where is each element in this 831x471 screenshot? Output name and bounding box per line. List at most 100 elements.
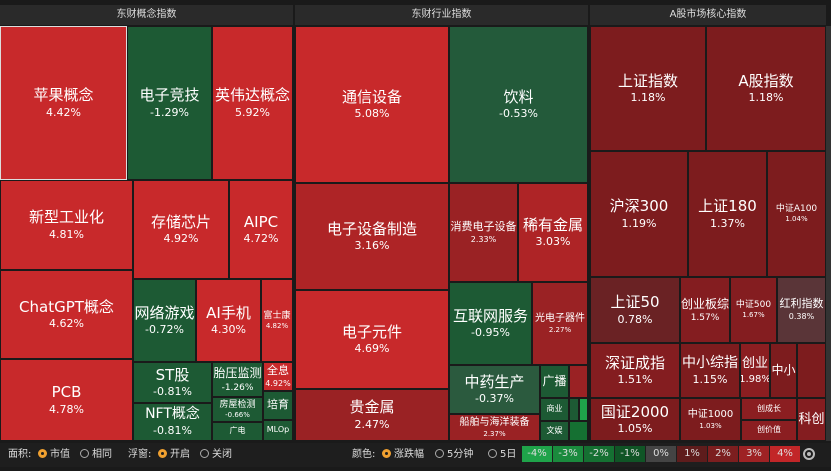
radio-button[interactable] xyxy=(158,449,167,458)
tile[interactable]: 中药生产 -0.37% xyxy=(449,365,540,414)
tile[interactable]: ST股 -0.81% xyxy=(133,362,212,403)
tile[interactable]: 上证180 1.37% xyxy=(688,151,767,277)
tile-change: -1.26% xyxy=(221,382,254,393)
tile-name: A股指数 xyxy=(738,71,794,90)
tile[interactable]: 深证成指 1.51% xyxy=(590,343,680,398)
tile[interactable]: 广播 xyxy=(540,365,569,398)
radio-option[interactable]: 相同 xyxy=(80,448,112,462)
tile[interactable]: 贵金属 2.47% xyxy=(295,389,449,441)
tile-name: 沪深300 xyxy=(609,197,669,216)
tile[interactable]: 创成长 xyxy=(741,398,797,420)
radio-button[interactable] xyxy=(435,449,444,458)
tile-change: 1.04% xyxy=(785,215,808,224)
tile[interactable]: 富士康 4.82% xyxy=(261,279,293,362)
tile-unlabeled xyxy=(797,343,826,398)
tile-change: -1.29% xyxy=(150,105,189,119)
tile-change: 4.30% xyxy=(211,323,246,337)
tile[interactable]: 创业板综 1.57% xyxy=(680,277,730,343)
panel-title: 东财概念指数 xyxy=(0,5,293,25)
tile[interactable]: 上证指数 1.18% xyxy=(590,26,706,151)
tile-name: 英伟达概念 xyxy=(214,86,290,105)
tile[interactable]: 中小综指 1.15% xyxy=(680,343,740,398)
tile-name: 胎压监测 xyxy=(213,366,262,381)
radio-button[interactable] xyxy=(382,449,391,458)
radio-option[interactable]: 关闭 xyxy=(200,448,232,462)
tile[interactable]: 存储芯片 4.92% xyxy=(133,180,229,279)
legend-swatch: 3% xyxy=(739,446,769,462)
panel-title: 东财行业指数 xyxy=(295,5,588,25)
tile-change: -0.53% xyxy=(499,107,538,121)
tile[interactable]: 创价值 xyxy=(741,420,797,441)
tile[interactable]: 饮料 -0.53% xyxy=(449,26,588,183)
tile[interactable]: A股指数 1.18% xyxy=(706,26,826,151)
tile[interactable]: 通信设备 5.08% xyxy=(295,26,449,183)
legend-swatch: -4% xyxy=(522,446,552,462)
tile[interactable]: 英伟达概念 5.92% xyxy=(212,26,293,180)
tile[interactable]: 文娱 xyxy=(540,421,569,441)
tile-change: 1.03% xyxy=(699,421,722,430)
radio-option[interactable]: 涨跌幅 xyxy=(382,448,424,462)
tile[interactable]: 光电子器件 2.27% xyxy=(532,282,588,365)
tile[interactable]: 电子设备制造 3.16% xyxy=(295,183,449,290)
tile[interactable]: 商业 xyxy=(540,398,569,421)
radio-option[interactable]: 5分钟 xyxy=(435,448,473,462)
tile-name: 消费电子设备 xyxy=(450,219,517,233)
tile-name: NFT概念 xyxy=(145,406,200,423)
radio-button[interactable] xyxy=(488,449,497,458)
radio-option[interactable]: 开启 xyxy=(158,448,190,462)
tile-change: 4.72% xyxy=(243,232,279,246)
tile[interactable]: 新型工业化 4.81% xyxy=(0,180,133,270)
tile-name: 广播 xyxy=(542,374,567,389)
settings-icon[interactable] xyxy=(802,447,816,461)
tile-change: 3.16% xyxy=(354,239,390,253)
tile[interactable]: 培育 xyxy=(263,391,293,420)
tile[interactable]: ChatGPT概念 4.62% xyxy=(0,270,133,359)
tile[interactable]: AIPC 4.72% xyxy=(229,180,293,279)
tile[interactable]: 广电 xyxy=(212,422,263,441)
radio-button[interactable] xyxy=(80,449,89,458)
tile-unlabeled xyxy=(579,398,588,421)
tile[interactable]: 互联网服务 -0.95% xyxy=(449,282,532,365)
tile[interactable]: 创业 1.98% xyxy=(740,343,770,398)
radio-text: 5分钟 xyxy=(447,449,474,460)
tile[interactable]: 胎压监测 -1.26% xyxy=(212,362,263,397)
tile-change: 1.67% xyxy=(742,311,765,320)
tile[interactable]: 网络游戏 -0.72% xyxy=(133,279,196,362)
tile[interactable]: 中证1000 1.03% xyxy=(680,398,741,441)
tile-name: 深证成指 xyxy=(604,353,665,372)
radio-text: 市值 xyxy=(50,449,70,460)
tile-name: 中小综指 xyxy=(682,354,738,371)
tile-name: 创价值 xyxy=(757,425,781,435)
radio-button[interactable] xyxy=(200,449,209,458)
tile[interactable]: 苹果概念 4.42% xyxy=(0,26,127,180)
tile[interactable]: 中证500 1.67% xyxy=(730,277,777,343)
tile[interactable]: MLOp xyxy=(263,420,293,441)
tile[interactable]: 电子元件 4.69% xyxy=(295,290,449,389)
radio-option[interactable]: 5日 xyxy=(488,448,516,462)
tile[interactable]: 上证50 0.78% xyxy=(590,277,680,343)
tile-name: 电子竞技 xyxy=(139,86,200,105)
tile-change: 1.19% xyxy=(621,216,657,230)
legend-swatch: 2% xyxy=(708,446,738,462)
tile[interactable]: 国证2000 1.05% xyxy=(590,398,680,441)
tile[interactable]: 稀有金属 3.03% xyxy=(518,183,588,282)
tile[interactable]: 红利指数 0.38% xyxy=(777,277,826,343)
tile[interactable]: 全息 4.92% xyxy=(263,362,293,391)
tile[interactable]: 科创 xyxy=(797,398,826,441)
tile[interactable]: 中证A100 1.04% xyxy=(767,151,826,277)
tile[interactable]: 电子竞技 -1.29% xyxy=(127,26,212,180)
radio-option[interactable]: 市值 xyxy=(38,448,70,462)
tile[interactable]: 消费电子设备 2.33% xyxy=(449,183,518,282)
tile[interactable]: 沪深300 1.19% xyxy=(590,151,688,277)
tile[interactable]: PCB 4.78% xyxy=(0,359,133,441)
tile-name: 中证A100 xyxy=(775,204,818,215)
tile-change: 2.33% xyxy=(470,234,497,244)
legend-swatch: 4% xyxy=(770,446,800,462)
tile[interactable]: AI手机 4.30% xyxy=(196,279,261,362)
option-label: 浮窗: xyxy=(128,449,152,460)
tile[interactable]: 船舶与海洋装备 2.37% xyxy=(449,414,540,441)
radio-button[interactable] xyxy=(38,449,47,458)
tile[interactable]: NFT概念 -0.81% xyxy=(133,403,212,441)
tile[interactable]: 房屋检测 -0.66% xyxy=(212,397,263,422)
tile[interactable]: 中小 xyxy=(770,343,797,398)
